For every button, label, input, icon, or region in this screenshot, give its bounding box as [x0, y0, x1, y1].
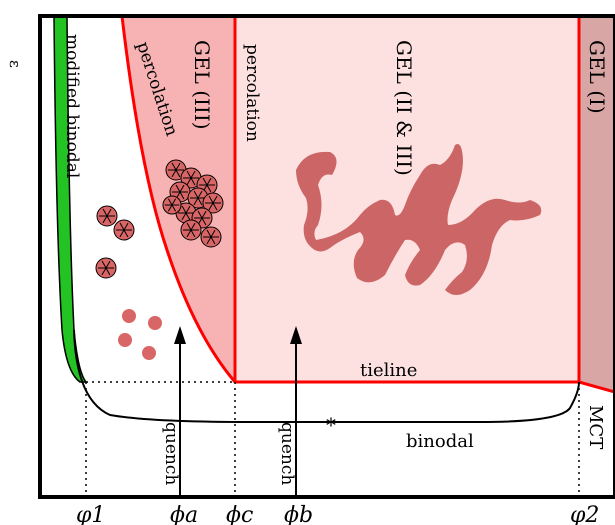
droplet-icon — [148, 316, 162, 330]
droplet-icon — [118, 333, 132, 347]
quench-label-a: quench — [161, 422, 181, 485]
tieline-label: tieline — [360, 360, 417, 381]
binodal-curve — [73, 329, 580, 423]
quench-label-b: quench — [277, 422, 297, 485]
gel-i-label: GEL (I) — [585, 40, 609, 114]
cluster-bond — [102, 208, 112, 224]
quench-arrow-b — [290, 326, 302, 497]
cluster-bond — [193, 190, 203, 206]
percolation-label-right: percolation — [242, 44, 262, 142]
gel-ii-iii-label: GEL (II & III) — [392, 40, 416, 176]
asterisk-icon: * — [326, 413, 336, 437]
cluster-bond — [206, 229, 216, 245]
tick-phi-b: ϕb — [284, 503, 313, 525]
epsilon-label: ε — [6, 60, 24, 68]
mct-label: MCT — [585, 405, 606, 449]
gel-i-region — [579, 16, 615, 392]
cluster-bond — [101, 260, 111, 276]
tick-phi2: φ2 — [570, 503, 599, 525]
droplet-icon — [122, 309, 136, 323]
arrow-up-icon — [174, 326, 186, 344]
droplet-icon — [142, 346, 156, 360]
gel-ii-iii-region — [235, 16, 579, 382]
cluster-bond — [202, 177, 212, 193]
arrow-up-icon — [290, 326, 302, 344]
modified-binodal-label: modified binodal — [62, 34, 82, 178]
tick-phi-a: ϕa — [170, 503, 198, 525]
cluster-bond — [175, 184, 185, 200]
cluster-bond — [171, 162, 181, 178]
cluster-bond — [186, 170, 196, 186]
quench-arrow-a — [174, 326, 186, 497]
tick-phi-c: ϕc — [226, 503, 253, 525]
plot-frame — [38, 14, 615, 499]
percolation-boundary-curve — [120, 15, 237, 383]
cluster-bond — [197, 210, 207, 226]
cluster-bond — [168, 198, 176, 212]
gel-iii-label: GEL (III) — [190, 40, 214, 130]
cluster-bond — [186, 222, 196, 238]
cluster-bond — [181, 205, 191, 221]
cluster-bond — [208, 195, 218, 211]
cluster-bond — [119, 222, 129, 238]
binodal-label: binodal — [406, 431, 474, 452]
gel-i-lower-boundary — [578, 380, 615, 394]
gel-aggregate-icon — [296, 144, 542, 295]
tick-phi1: φ1 — [76, 503, 105, 525]
